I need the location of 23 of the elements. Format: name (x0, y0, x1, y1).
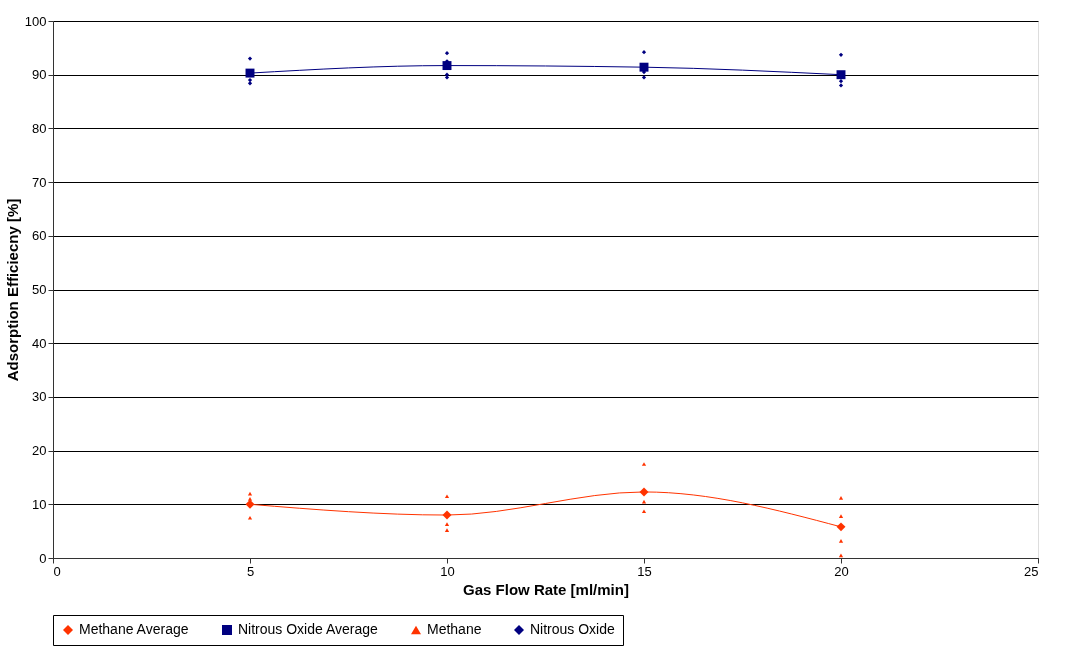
y-tick-label: 10 (32, 496, 47, 512)
legend-label: Methane Average (79, 621, 189, 637)
y-tick-label: 100 (24, 13, 47, 29)
legend-label: Methane (427, 621, 482, 637)
legend-label: Nitrous Oxide (530, 621, 616, 637)
y-tick-label: 90 (32, 67, 47, 83)
y-tick-label: 60 (32, 228, 47, 244)
y-tick-label: 40 (32, 335, 47, 351)
x-tick-label: 20 (834, 563, 849, 579)
y-tick-label: 70 (32, 174, 47, 190)
x-axis-title: Gas Flow Rate [ml/min] (463, 580, 629, 598)
y-tick-label: 80 (32, 120, 47, 136)
x-tick-label: 10 (440, 563, 455, 579)
y-tick-label: 20 (32, 443, 47, 459)
y-tick-label: 0 (39, 550, 47, 566)
legend-label: Nitrous Oxide Average (238, 621, 379, 637)
x-tick-label: 15 (637, 563, 652, 579)
y-tick-label: 50 (32, 282, 47, 297)
x-tick-label: 5 (246, 563, 255, 579)
y-axis-title: Adsorption Efficiecny [%] (3, 198, 21, 382)
y-tick-label: 30 (32, 389, 47, 405)
x-tick-label: 25 (1024, 563, 1039, 579)
x-tick-label: 0 (53, 563, 61, 579)
